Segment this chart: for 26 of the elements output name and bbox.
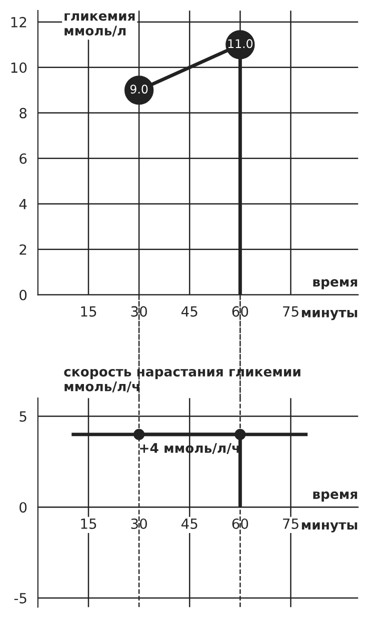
x-tick-label: 30 (131, 518, 147, 529)
y-tick-label: 4 (19, 199, 27, 210)
x-tick-label: 60 (232, 518, 248, 529)
y-tick-label: 8 (20, 108, 27, 118)
data-label: 11.0 (228, 39, 253, 48)
y-axis-title: скорость нарастания гликемии ммоль/л/ч (64, 368, 300, 392)
y-axis-title: гликемия ммоль/л (64, 13, 135, 37)
x-tick-label: 45 (181, 306, 198, 317)
y-tick-label: 2 (20, 244, 26, 255)
x-tick-label: 75 (283, 306, 298, 317)
x-tick-label: 75 (283, 518, 298, 529)
text: минуты (302, 310, 358, 320)
y-tick-label: 5 (20, 411, 26, 422)
y-tick-label: 0 (20, 290, 27, 300)
x-axis-title: время (313, 491, 358, 502)
y-tick-label: 6 (20, 153, 27, 164)
x-tick-label: 45 (181, 518, 198, 529)
annotation: минуты (302, 522, 358, 532)
y-tick-label: 12 (11, 16, 26, 28)
x-tick-label: 15 (81, 518, 96, 529)
data-label: 9.0 (130, 84, 148, 94)
x-tick-label: 15 (81, 306, 96, 317)
x-axis-title: время (313, 279, 358, 290)
y-tick-label: 10 (11, 62, 27, 73)
y-tick-label: 0 (20, 502, 27, 513)
y-tick-label: -5 (14, 593, 26, 604)
